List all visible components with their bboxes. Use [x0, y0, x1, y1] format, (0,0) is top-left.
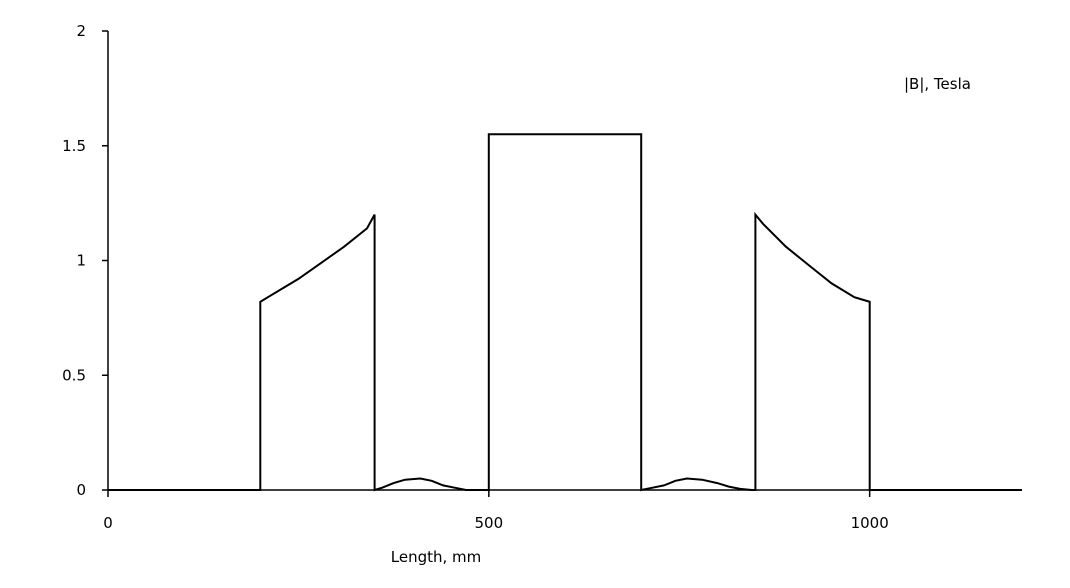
series-line-b-magnitude [108, 133, 1022, 492]
y-tick-label: 0 [76, 481, 86, 499]
x-axis-title: Length, mm [391, 548, 482, 566]
x-tick-label: 0 [103, 514, 113, 532]
x-axis-ticks: 0 500 1000 [103, 490, 889, 532]
y-tick-label: 1 [76, 252, 86, 270]
y-tick-label: 0.5 [62, 366, 86, 384]
y-tick-label: 1.5 [62, 137, 86, 155]
field-annotation-label: |B|, Tesla [904, 75, 971, 93]
x-tick-label: 1000 [851, 514, 889, 532]
x-tick-label: 500 [475, 514, 504, 532]
y-axis-ticks: 0 0.5 1 1.5 2 [62, 22, 108, 499]
y-tick-label: 2 [76, 22, 86, 40]
